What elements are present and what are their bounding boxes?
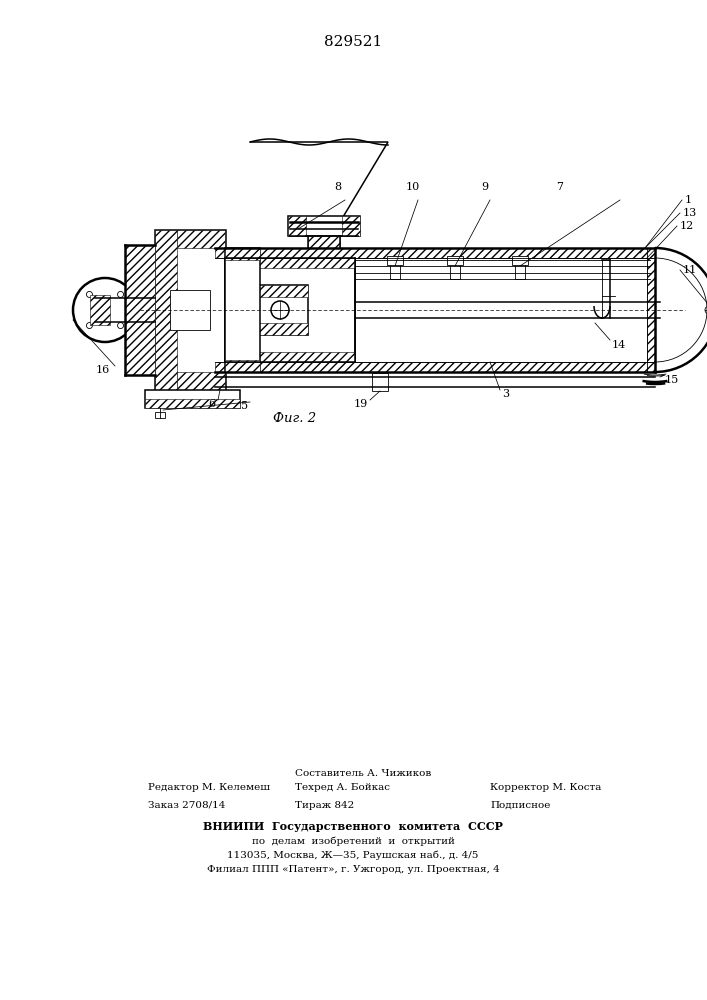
Bar — [155, 412, 165, 418]
Text: Филиал ППП «Патент», г. Ужгород, ул. Проектная, 4: Филиал ППП «Патент», г. Ужгород, ул. Про… — [206, 864, 499, 874]
Bar — [170, 290, 210, 330]
Bar — [515, 260, 525, 279]
Bar — [125, 245, 155, 375]
Bar — [252, 285, 308, 335]
Bar — [390, 260, 400, 279]
Text: 13: 13 — [683, 208, 697, 218]
Bar — [288, 216, 360, 236]
Text: 7: 7 — [556, 182, 563, 192]
Text: 9: 9 — [481, 182, 489, 192]
Bar — [290, 222, 304, 236]
Text: ВНИИПИ  Государственного  комитета  СССР: ВНИИПИ Государственного комитета СССР — [203, 822, 503, 832]
Text: 113035, Москва, Ж—35, Раушская наб., д. 4/5: 113035, Москва, Ж—35, Раушская наб., д. … — [228, 850, 479, 860]
Text: 14: 14 — [612, 340, 626, 350]
Bar — [225, 248, 260, 260]
Text: Фиг. 2: Фиг. 2 — [274, 412, 317, 424]
Bar — [344, 222, 358, 236]
Text: 19: 19 — [354, 399, 368, 409]
Text: Корректор М. Коста: Корректор М. Коста — [490, 782, 602, 792]
Text: Техред А. Бойкас: Техред А. Бойкас — [295, 782, 390, 792]
Text: Заказ 2708/14: Заказ 2708/14 — [148, 800, 226, 810]
Bar — [225, 352, 355, 362]
Bar — [372, 373, 388, 391]
Bar — [288, 216, 306, 236]
Bar — [225, 258, 355, 268]
Bar — [252, 285, 308, 297]
Text: 15: 15 — [665, 375, 679, 385]
Text: Редактор М. Келемеш: Редактор М. Келемеш — [148, 782, 270, 792]
Bar — [355, 258, 653, 362]
Text: 3: 3 — [502, 389, 509, 399]
Text: 6: 6 — [208, 399, 215, 409]
Text: 12: 12 — [680, 221, 694, 231]
Text: 16: 16 — [95, 365, 110, 375]
Bar — [155, 230, 225, 390]
Bar — [225, 258, 355, 362]
Text: 10: 10 — [406, 182, 420, 192]
Bar — [225, 248, 260, 372]
Bar — [450, 260, 460, 279]
Bar — [145, 399, 240, 408]
Bar — [215, 248, 655, 258]
Text: 829521: 829521 — [324, 35, 382, 49]
Bar — [387, 256, 403, 265]
Bar — [647, 258, 655, 362]
Bar — [308, 236, 340, 248]
Bar — [512, 256, 528, 265]
Text: 5: 5 — [241, 401, 248, 411]
Bar — [225, 360, 260, 372]
Bar — [90, 295, 110, 325]
Bar — [447, 256, 463, 265]
Text: Подписное: Подписное — [490, 800, 550, 810]
Bar — [177, 230, 225, 248]
Text: 11: 11 — [683, 265, 697, 275]
Text: Тираж 842: Тираж 842 — [295, 800, 354, 810]
Text: по  делам  изобретений  и  открытий: по делам изобретений и открытий — [252, 836, 455, 846]
Bar — [342, 216, 360, 236]
Bar — [215, 362, 655, 372]
Bar — [145, 390, 240, 408]
Bar — [155, 230, 177, 390]
Bar — [177, 372, 225, 390]
Text: 1: 1 — [685, 195, 692, 205]
Bar — [252, 323, 308, 335]
Text: 8: 8 — [334, 182, 341, 192]
Text: Составитель А. Чижиков: Составитель А. Чижиков — [295, 768, 431, 778]
